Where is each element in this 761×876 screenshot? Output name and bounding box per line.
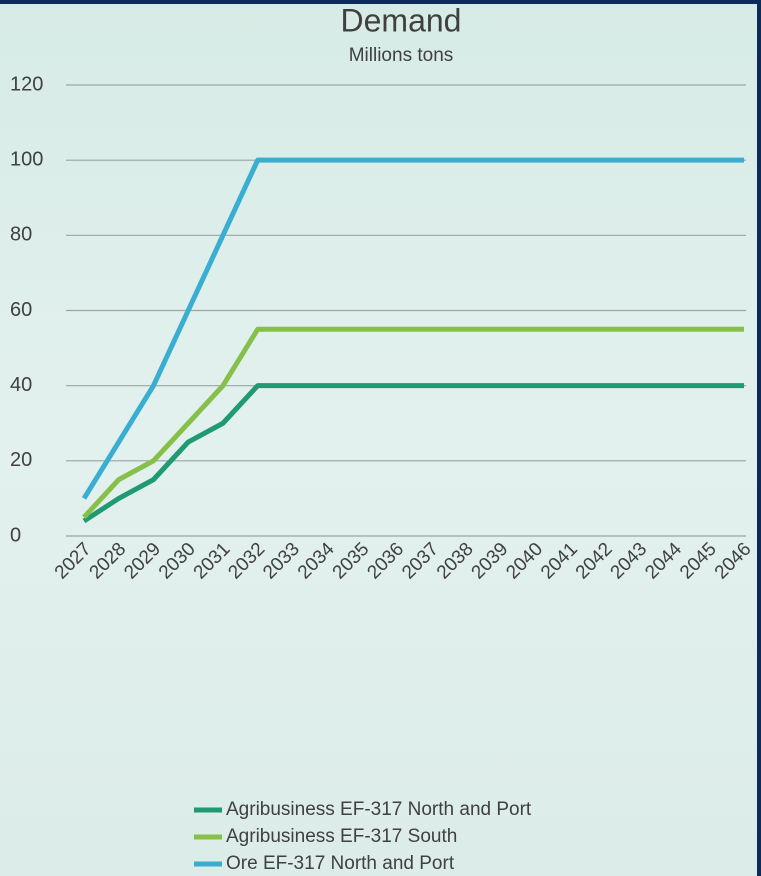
y-tick-label: 60 xyxy=(10,299,32,321)
y-tick-label: 40 xyxy=(10,374,32,396)
right-border xyxy=(757,0,761,876)
x-tick-label: 2043 xyxy=(607,539,652,584)
legend-label: Agribusiness EF-317 North and Port xyxy=(226,799,532,820)
x-tick-label: 2032 xyxy=(224,539,269,584)
y-tick-label: 20 xyxy=(10,449,32,471)
x-tick-label: 2036 xyxy=(363,539,408,584)
chart-subtitle: Millions tons xyxy=(349,45,454,66)
x-tick-label: 2028 xyxy=(86,539,131,584)
x-tick-label: 2041 xyxy=(537,539,582,584)
legend-label: Agribusiness EF-317 South xyxy=(226,826,457,847)
chart-title: Demand xyxy=(341,2,462,38)
x-tick-label: 2034 xyxy=(294,538,339,583)
x-tick-label: 2030 xyxy=(155,539,200,584)
series-line xyxy=(84,386,744,521)
y-tick-label: 0 xyxy=(10,524,21,546)
page: {"chart_data": {"type": "line", "title":… xyxy=(0,0,761,876)
chart: Demand Millions tons 0204060801001202027… xyxy=(0,0,761,876)
x-tick-label: 2037 xyxy=(398,539,443,584)
y-tick-label: 120 xyxy=(10,73,43,95)
x-tick-label: 2033 xyxy=(259,539,304,584)
y-tick-label: 100 xyxy=(10,148,43,170)
x-tick-label: 2038 xyxy=(433,539,478,584)
x-tick-label: 2045 xyxy=(676,539,721,584)
x-tick-label: 2027 xyxy=(51,539,96,584)
x-tick-label: 2042 xyxy=(572,539,617,584)
series-line xyxy=(84,329,744,517)
x-tick-label: 2035 xyxy=(329,539,374,584)
x-tick-label: 2044 xyxy=(641,538,686,583)
x-tick-label: 2039 xyxy=(468,539,513,584)
x-tick-label: 2029 xyxy=(120,539,165,584)
legend-label: Ore EF-317 North and Port xyxy=(226,853,455,874)
x-tick-label: 2031 xyxy=(190,539,235,584)
y-tick-label: 80 xyxy=(10,224,32,246)
x-tick-label: 2040 xyxy=(502,539,547,584)
x-tick-label: 2046 xyxy=(711,539,756,584)
